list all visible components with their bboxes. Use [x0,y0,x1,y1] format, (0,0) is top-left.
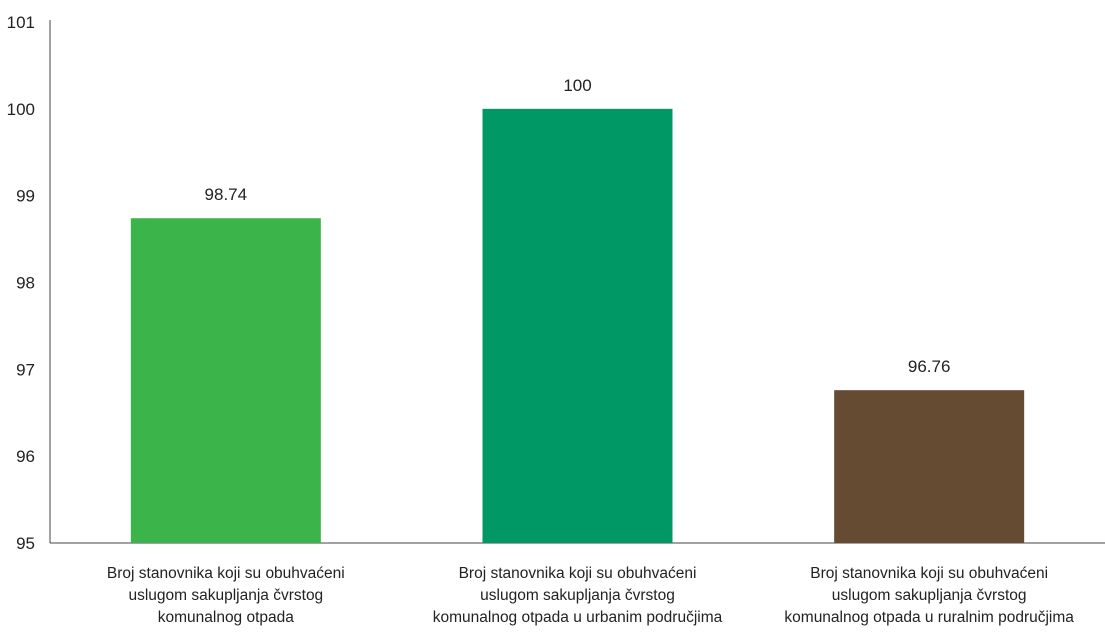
y-tick-label: 101 [7,13,35,32]
value-labels: 98.74 100 96.76 [205,76,951,376]
y-axis: 95 96 97 98 99 100 101 [7,13,51,553]
bar-value-label: 100 [563,76,591,95]
bar [130,218,321,543]
x-tick-label: komunalnog otpada u urbanim područjima [433,609,723,626]
y-tick-label: 96 [16,447,35,466]
y-tick-label: 99 [16,187,35,206]
x-tick-label: Broj stanovnika koji su obuhvaćeni [810,565,1048,582]
category-labels: Broj stanovnika koji su obuhvaćeni uslugo… [107,565,1074,626]
x-tick-label: uslugom sakupljanja čvrstog [832,587,1027,604]
x-tick-label: Broj stanovnika koji su obuhvaćeni [459,565,697,582]
x-tick-label: uslugom sakupljanja čvrstog [128,587,323,604]
y-tick-label: 100 [7,100,35,119]
bar [482,108,673,543]
x-tick-label: komunalnog otpada u ruralnim područjima [784,609,1074,626]
y-tick-label: 98 [16,274,35,293]
bars [130,108,1025,543]
x-tick-label: komunalnog otpada [158,609,295,626]
x-tick-label: uslugom sakupljanja čvrstog [480,587,675,604]
x-tick-label: Broj stanovnika koji su obuhvaćeni [107,565,345,582]
bar-value-label: 96.76 [908,357,951,376]
y-tick-label: 95 [16,534,35,553]
y-tick-label: 97 [16,360,35,379]
bar-value-label: 98.74 [205,185,248,204]
bar [834,390,1025,543]
